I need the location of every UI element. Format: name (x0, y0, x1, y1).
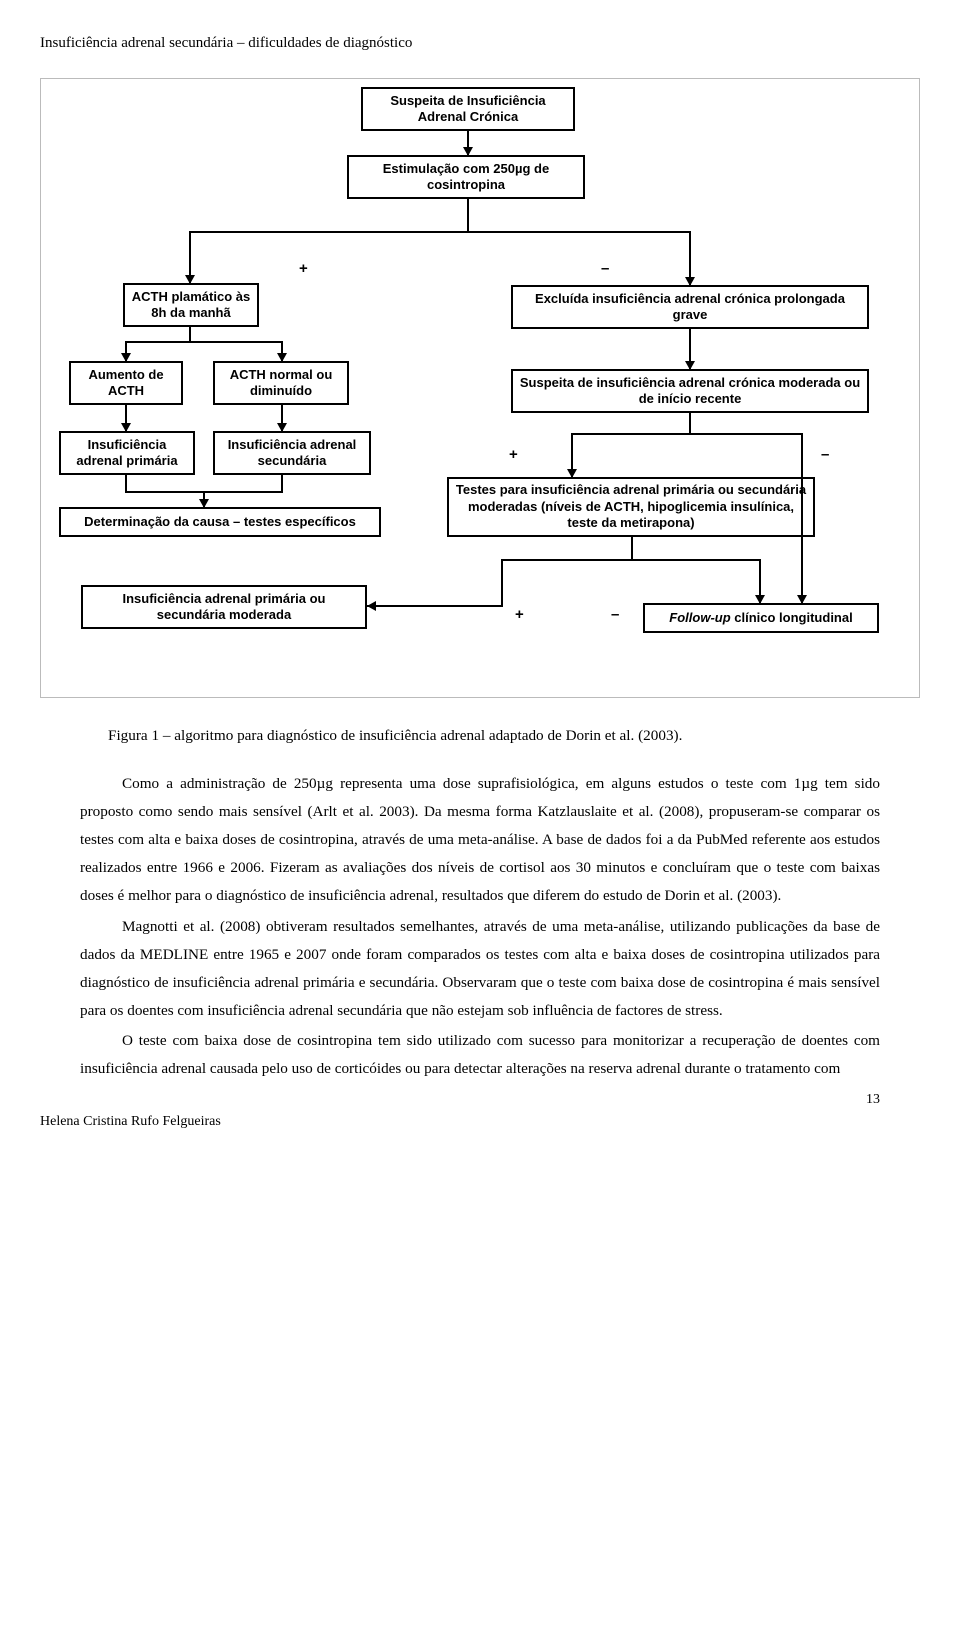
footer-page-number: 13 (866, 1087, 880, 1135)
node-secondary: Insuficiência adrenal secundária (213, 431, 371, 475)
page-footer: Helena Cristina Rufo Felgueiras 13 (80, 1109, 880, 1135)
paragraph-1: Como a administração de 250µg representa… (80, 770, 880, 911)
symbol-minus-right: – (601, 255, 609, 283)
node-acth-increase: Aumento de ACTH (69, 361, 183, 405)
footer-author: Helena Cristina Rufo Felgueiras (40, 1109, 221, 1135)
followup-rest: clínico longitudinal (731, 610, 853, 625)
symbol-plus-left: + (299, 255, 308, 283)
paragraph-3: O teste com baixa dose de cosintropina t… (80, 1027, 880, 1083)
page-header: Insuficiência adrenal secundária – dific… (40, 30, 880, 58)
node-acth-normal: ACTH normal ou diminuído (213, 361, 349, 405)
node-cause: Determinação da causa – testes específic… (59, 507, 381, 537)
followup-italic: Follow-up (669, 610, 730, 625)
node-moderate-suspicion: Suspeita de insuficiência adrenal crónic… (511, 369, 869, 413)
node-tests: Testes para insuficiência adrenal primár… (447, 477, 815, 537)
flowchart-diagram: Suspeita de Insuficiência Adrenal Crónic… (40, 78, 920, 698)
paragraph-2: Magnotti et al. (2008) obtiveram resulta… (80, 913, 880, 1026)
node-stimulation: Estimulação com 250µg de cosintropina (347, 155, 585, 199)
node-followup: Follow-up clínico longitudinal (643, 603, 879, 633)
symbol-minus-mid: – (821, 441, 829, 469)
node-primary: Insuficiência adrenal primária (59, 431, 195, 475)
node-suspicion: Suspeita de Insuficiência Adrenal Crónic… (361, 87, 575, 131)
figure-caption: Figura 1 – algoritmo para diagnóstico de… (80, 722, 880, 750)
node-acth-8h: ACTH plamático às 8h da manhã (123, 283, 259, 327)
symbol-plus-bottom: + (515, 601, 524, 629)
symbol-minus-bottom: – (611, 601, 619, 629)
node-moderate-result: Insuficiência adrenal primária ou secund… (81, 585, 367, 629)
node-excluded: Excluída insuficiência adrenal crónica p… (511, 285, 869, 329)
symbol-plus-mid: + (509, 441, 518, 469)
